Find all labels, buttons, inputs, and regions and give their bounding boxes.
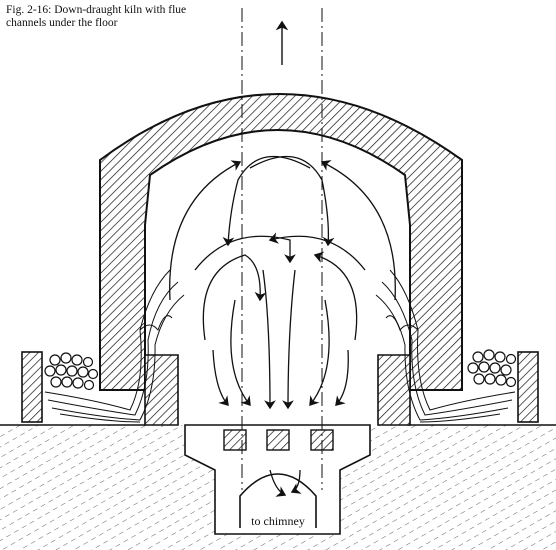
firebox-wall-right <box>517 351 539 423</box>
kiln-floor-right <box>377 354 411 426</box>
figure-caption: Fig. 2-16: Down-draught kiln with flue c… <box>6 4 266 30</box>
flue-block-left <box>223 429 247 451</box>
flue-pit: to chimney <box>184 424 371 535</box>
firebox-wall-left <box>21 351 43 423</box>
fuel-pile-right <box>467 349 517 388</box>
fuel-pile-left <box>44 352 99 391</box>
flames-left <box>44 269 185 423</box>
caption-line-2: channels under the floor <box>6 17 118 29</box>
chimney-label: to chimney <box>251 514 305 528</box>
kiln-dome <box>99 93 463 391</box>
kiln-floor-left <box>144 354 179 426</box>
caption-line-1: Fig. 2-16: Down-draught kiln with flue <box>6 4 187 16</box>
flames-right <box>375 269 516 423</box>
flow-arrows <box>169 155 396 497</box>
centre-lines <box>241 8 323 490</box>
flue-block-center <box>266 429 290 451</box>
